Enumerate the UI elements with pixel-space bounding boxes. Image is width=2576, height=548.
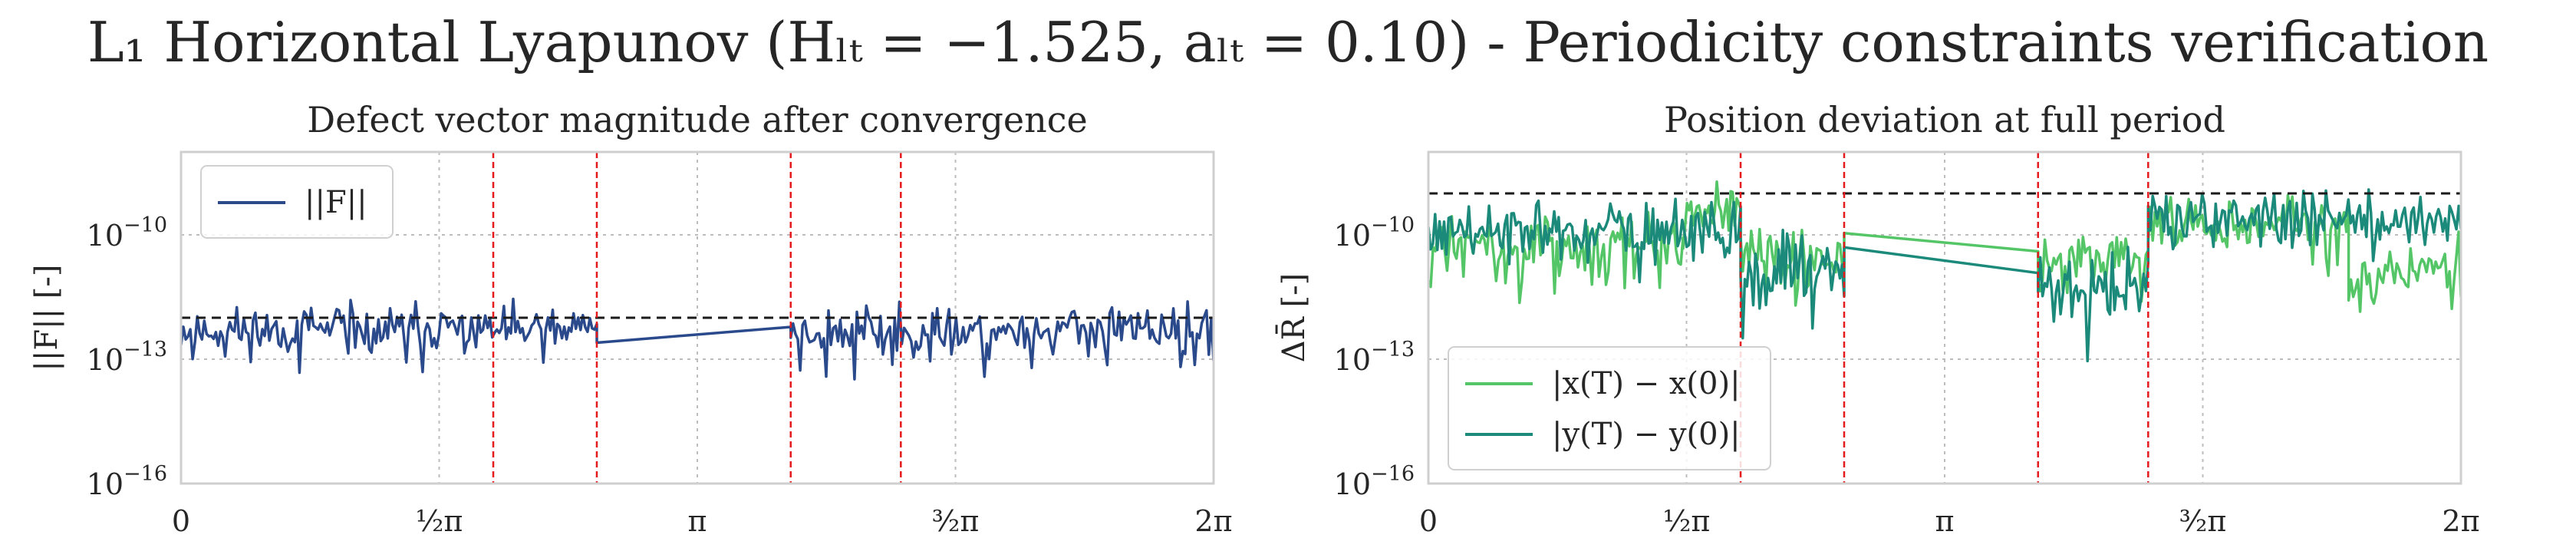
panel-title: Defect vector magnitude after convergenc… (307, 99, 1088, 140)
figure-suptitle: L₁ Horizontal Lyapunov (Hₗₜ = −1.525, aₗ… (87, 10, 2489, 74)
x-tick-label: π (688, 504, 707, 538)
plot-area (1428, 152, 2461, 484)
y-tick-label: 10−16 (87, 462, 167, 501)
y-axis-label: ΔR̄ [-] (1276, 273, 1312, 362)
x-tick-label: 2π (2442, 504, 2479, 538)
y-tick-label: 10−10 (87, 213, 167, 253)
grid-lines (181, 152, 1214, 484)
legend-entry: |y(T) − y(0)| (1552, 417, 1741, 452)
x-tick-label: π (1935, 504, 1955, 538)
x-tick-label: ½π (416, 504, 463, 538)
legend-box (200, 165, 394, 239)
x-tick-label: ³⁄₂π (2179, 504, 2227, 538)
axes-frame (180, 150, 1215, 485)
legend-entry: ||F|| (305, 185, 367, 220)
legend-entry: |x(T) − x(0)| (1552, 366, 1741, 401)
position-deviation-panel: Position deviation at full period 0 ½π π ³⁄₂… (1276, 99, 2480, 538)
y-tick-label: 10−10 (1334, 213, 1415, 253)
y-tick-label: 10−13 (87, 338, 167, 377)
x-tick-label: 0 (172, 504, 190, 538)
x-tick-label: 2π (1194, 504, 1232, 538)
x-tick-label: 0 (1419, 504, 1438, 538)
legend: |x(T) − x(0)| |y(T) − y(0)| (1448, 346, 1771, 470)
legend: ||F|| (200, 165, 394, 239)
plot-area (181, 152, 1214, 484)
y-axis-label: ||F|| [-] (29, 264, 64, 371)
y-tick-label: 10−16 (1334, 462, 1415, 501)
x-tick-label: ½π (1663, 504, 1711, 538)
defect-magnitude-panel: Defect vector magnitude after convergenc… (29, 99, 1233, 538)
x-tick-label: ³⁄₂π (932, 504, 980, 538)
legend-box (1448, 346, 1771, 470)
series-line-2 (1428, 188, 2461, 363)
series-line-1 (181, 297, 1214, 381)
axes-frame (1427, 150, 2462, 485)
y-tick-label: 10−13 (1334, 338, 1415, 377)
panel-title: Position deviation at full period (1664, 99, 2225, 140)
